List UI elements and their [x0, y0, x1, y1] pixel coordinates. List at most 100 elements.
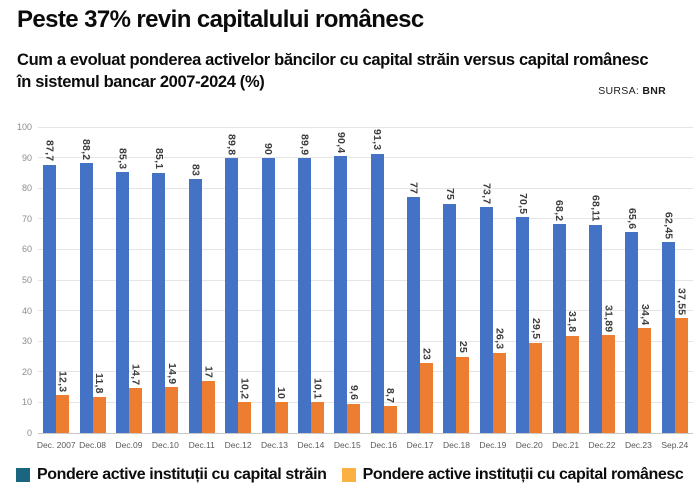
bar-value-label-series1-Dec.12: 10,2	[238, 377, 251, 399]
bar-value-label-series0-Dec.23: 65,6	[625, 208, 638, 230]
bar-value-label-series0-Sep.24: 62,45	[662, 211, 675, 239]
bar-value-label-series0-Dec.21: 68,2	[553, 200, 566, 222]
bar-series1-Dec.21	[565, 335, 579, 433]
bar-series0-Dec.17	[407, 197, 421, 433]
bar-value-label-series1-Dec.13: 10	[275, 387, 288, 400]
legend-label-capital-romanesc: Pondere active instituții cu capital rom…	[362, 466, 684, 483]
bar-value-label-series0-Dec.19: 73,7	[480, 183, 493, 205]
bar-value-label-series1-Dec.23: 34,4	[638, 303, 651, 325]
x-axis-tick-Dec.16: Dec.16	[370, 440, 398, 450]
bar-series0-Dec.21	[552, 224, 566, 433]
x-axis-tick-Dec. 2007: Dec. 2007	[36, 440, 76, 450]
page-title: Peste 37% revin capitalului românesc	[17, 6, 424, 33]
x-axis-tick-Dec.10: Dec.10	[151, 440, 179, 450]
bar-value-label-series0-Dec.16: 91,3	[371, 129, 384, 151]
x-axis-tick-Dec.23: Dec.23	[624, 440, 652, 450]
bar-series1-Dec.15	[347, 403, 361, 433]
bar-series0-Dec.08	[79, 163, 93, 433]
bar-value-label-series0-Dec.13: 90	[262, 142, 275, 155]
x-axis-tick-Dec.21: Dec.21	[552, 440, 580, 450]
bar-value-label-series0-Dec.17: 77	[407, 182, 420, 195]
bar-value-label-series0-Dec. 2007: 87,7	[43, 140, 56, 162]
legend-item-capital-strain: Pondere active instituții cu capital str…	[16, 466, 327, 484]
x-axis-tick-Dec.13: Dec.13	[261, 440, 288, 450]
gridline-90	[38, 157, 693, 159]
bar-series1-Dec.18	[456, 356, 470, 433]
bar-value-label-series1-Dec.18: 25	[456, 341, 469, 354]
y-axis-tick-20: 20	[21, 366, 32, 377]
x-axis-tick-Dec.08: Dec.08	[79, 440, 107, 450]
x-axis-tick-Sep.24: Sep.24	[661, 440, 689, 450]
x-axis-tick-Dec.18: Dec.18	[442, 440, 470, 450]
bar-series0-Dec.15	[334, 156, 348, 433]
bar-value-label-series1-Sep.24: 37,55	[675, 287, 688, 316]
gridline-60	[38, 248, 693, 250]
bar-value-label-series0-Dec.20: 70,5	[516, 193, 529, 215]
x-axis-tick-Dec.22: Dec.22	[588, 440, 616, 450]
bar-series1-Dec.12	[238, 401, 252, 433]
y-axis-tick-70: 70	[21, 213, 32, 224]
bar-value-label-series1-Dec. 2007: 12,3	[56, 371, 69, 393]
x-axis-tick-Dec.19: Dec.19	[479, 440, 507, 450]
bar-value-label-series0-Dec.09: 85,3	[116, 147, 129, 169]
bar-series0-Dec.11	[188, 179, 202, 433]
y-axis-tick-0: 0	[26, 428, 32, 438]
x-axis-tick-Dec.15: Dec.15	[333, 440, 361, 450]
bar-value-label-series1-Dec.08: 11,8	[93, 373, 106, 394]
y-axis-tick-100: 100	[16, 122, 32, 132]
bar-series0-Dec.22	[589, 224, 603, 433]
gridline-100	[38, 126, 693, 128]
bar-value-label-series1-Dec.09: 14,7	[129, 363, 142, 386]
legend-item-capital-romanesc: Pondere active instituții cu capital rom…	[341, 466, 684, 484]
bar-value-label-series1-Dec.15: 9,6	[347, 385, 360, 401]
chart-subtitle: Cum a evoluat ponderea activelor băncilo…	[17, 51, 649, 91]
x-axis-tick-Dec.09: Dec.09	[115, 440, 143, 450]
bar-series0-Dec.09	[115, 171, 129, 433]
bar-value-label-series0-Dec.12: 89,8	[225, 133, 238, 156]
bar-value-label-series1-Dec.17: 23	[420, 347, 433, 360]
bar-series0-Dec.14	[297, 157, 311, 433]
source-label: SURSA:	[598, 85, 640, 97]
bar-value-label-series0-Dec.15: 90,4	[334, 132, 347, 154]
bar-series0-Sep.24	[661, 241, 675, 433]
y-axis-tick-50: 50	[21, 275, 32, 285]
bar-value-label-series0-Dec.14: 89,9	[298, 133, 311, 155]
legend-swatch-capital-romanesc	[341, 468, 356, 482]
x-axis-tick-Dec.20: Dec.20	[515, 440, 543, 450]
bar-value-label-series1-Dec.20: 29,5	[529, 318, 542, 340]
bar-value-label-series0-Dec.18: 75	[443, 188, 456, 201]
bar-series1-Dec.22	[602, 335, 616, 433]
y-axis-tick-80: 80	[21, 183, 32, 194]
x-axis-tick-Dec.11: Dec.11	[188, 440, 215, 450]
gridline-0	[38, 432, 693, 434]
bar-series0-Dec.13	[261, 157, 275, 433]
bar-series0-Dec.20	[516, 217, 530, 433]
gridline-40	[38, 310, 693, 312]
bar-series1-Dec.20	[529, 342, 543, 433]
bar-series1-Dec.16	[383, 406, 397, 433]
bar-value-label-series1-Dec.14: 10,1	[311, 377, 324, 400]
x-axis-tick-Dec.14: Dec.14	[297, 440, 325, 450]
gridline-80	[38, 187, 693, 189]
bar-value-label-series1-Dec.22: 31,89	[602, 305, 615, 333]
bar-value-label-series0-Dec.10: 85,1	[152, 148, 165, 170]
gridline-30	[38, 340, 693, 342]
source-value: BNR	[642, 85, 666, 97]
bar-series1-Dec.14	[310, 402, 324, 433]
bar-series1-Dec.09	[128, 388, 142, 433]
bar-series0-Dec. 2007	[43, 164, 57, 433]
gridline-20	[38, 371, 693, 373]
bar-value-label-series0-Dec.22: 68,11	[589, 194, 602, 222]
y-axis-tick-30: 30	[21, 336, 32, 347]
bar-value-label-series1-Dec.16: 8,7	[384, 388, 397, 404]
bar-series0-Dec.10	[152, 172, 166, 433]
y-axis-tick-90: 90	[21, 152, 32, 163]
y-axis-tick-40: 40	[21, 305, 32, 316]
bar-series1-Dec.10	[165, 387, 179, 433]
bar-series1-Sep.24	[674, 318, 688, 433]
y-axis-tick-10: 10	[21, 397, 32, 408]
bar-chart: 0 10 20 30 40 50 60 70 80 90 100 87,7 12,3 Dec. 2007 8…	[0, 118, 699, 463]
bar-series0-Dec.12	[225, 158, 239, 433]
bar-value-label-series1-Dec.19: 26,3	[493, 328, 506, 350]
